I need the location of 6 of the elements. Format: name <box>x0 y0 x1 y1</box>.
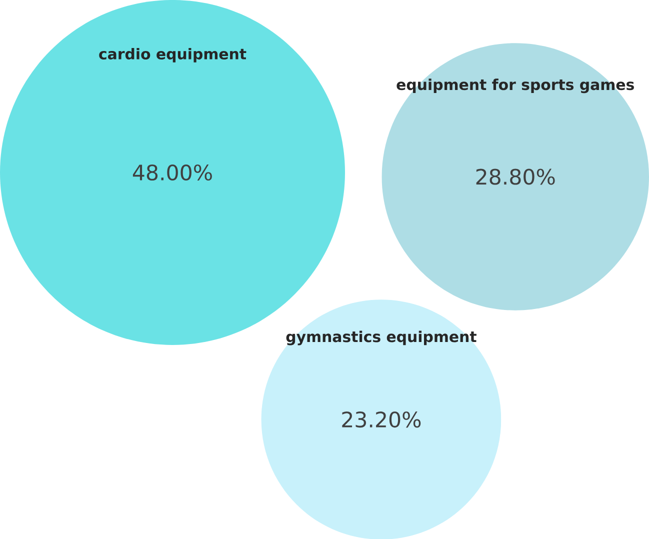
data-label: 23.20% <box>342 411 421 428</box>
category-label: cardio equipment <box>99 48 246 62</box>
category-label: equipment for sports games <box>396 78 634 93</box>
category-label: gymnastics equipment <box>286 330 476 346</box>
data-label: 48.00% <box>132 164 212 180</box>
data-label: 28.80% <box>476 168 555 185</box>
